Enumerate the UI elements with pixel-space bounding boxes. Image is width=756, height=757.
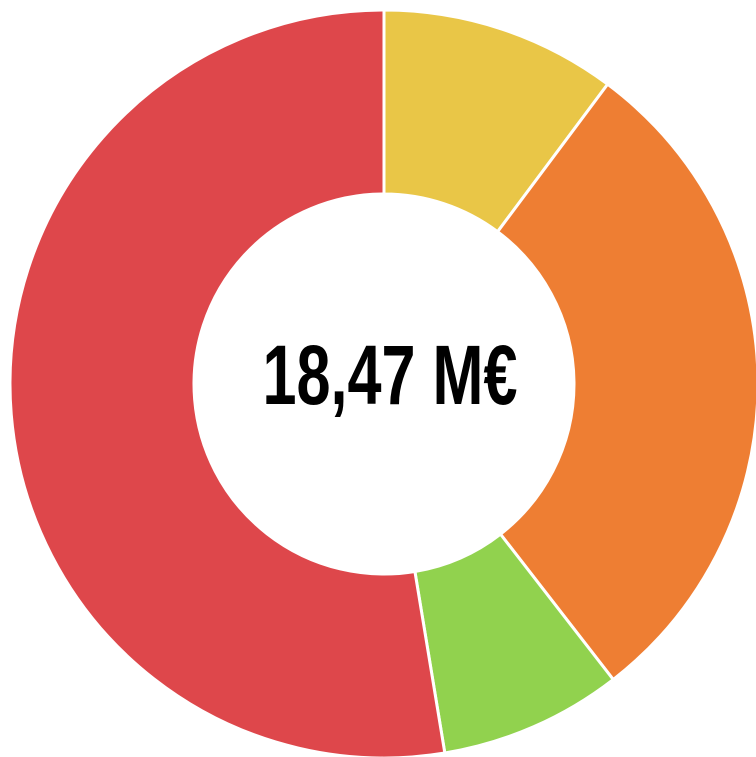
donut-slice bbox=[495, 82, 756, 682]
donut-slice bbox=[8, 8, 447, 757]
slices bbox=[8, 8, 756, 757]
center-total: 18,47 M€ bbox=[263, 328, 518, 422]
